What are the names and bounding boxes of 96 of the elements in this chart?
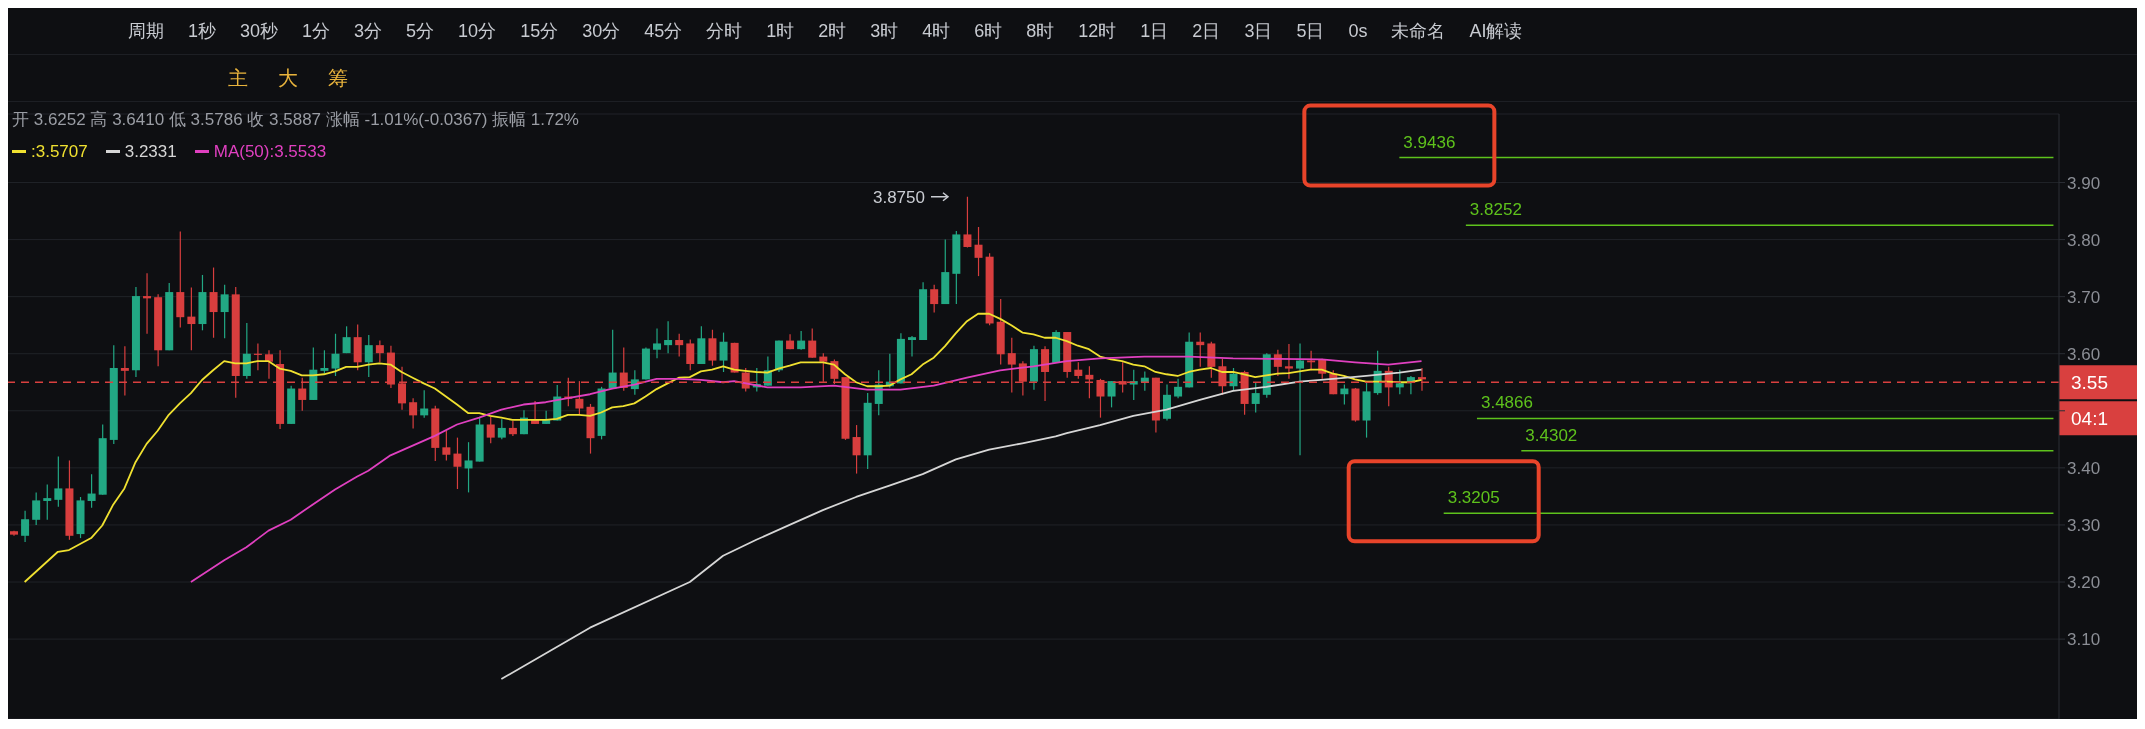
candlestick — [708, 329, 717, 367]
candlestick — [54, 455, 63, 508]
text: 筹 — [328, 65, 348, 91]
candlestick — [963, 196, 972, 249]
y-tick-label: 3.20 — [2067, 573, 2101, 593]
candlestick — [497, 418, 506, 440]
candlestick — [375, 339, 384, 363]
text: 04:1 — [2071, 408, 2108, 430]
candlestick — [675, 333, 684, 358]
text: 大 — [278, 65, 298, 91]
candlestick — [242, 322, 251, 380]
text: 2时 — [818, 20, 847, 43]
y-tick-label: 3.30 — [2067, 515, 2101, 535]
candlestick — [464, 441, 473, 494]
text: 1分 — [302, 20, 331, 43]
candlestick — [852, 424, 861, 475]
candlestick — [1296, 342, 1305, 456]
candlestick — [1129, 369, 1138, 401]
legend-label: :3.5707 — [31, 140, 88, 163]
text: 1秒 — [188, 20, 217, 43]
text: 5分 — [406, 20, 435, 43]
ref-line-label: 3.4302 — [1525, 425, 1578, 445]
candlestick — [508, 420, 517, 437]
candlestick — [320, 349, 329, 375]
candlestick — [409, 397, 418, 430]
candlestick — [797, 330, 806, 351]
candlestick — [1174, 378, 1183, 399]
text: 1时 — [766, 20, 795, 43]
y-tick-label: 3.60 — [2067, 344, 2101, 364]
candlestick — [686, 338, 695, 371]
text: 3时 — [870, 20, 899, 43]
candlestick — [442, 430, 451, 462]
candlestick — [87, 473, 96, 509]
text: 分时 — [706, 20, 743, 43]
candlestick — [453, 437, 462, 490]
y-tick-label: 3.70 — [2067, 287, 2101, 307]
candlestick — [908, 335, 917, 358]
text: 15分 — [520, 20, 559, 43]
candlestick — [1284, 343, 1293, 380]
candlestick — [974, 226, 983, 277]
y-tick-label: 3.40 — [2067, 458, 2101, 478]
ref-line-label: 3.9436 — [1403, 132, 1456, 152]
candlestick — [930, 284, 939, 314]
text: 8时 — [1026, 20, 1055, 43]
annotation: 开 3.6252 高 3.6410 低 3.5786 收 3.5887 涨幅 -1.01%(-0.0367) 振幅 1.72% — [12, 109, 579, 131]
y-tick-label: 3.90 — [2067, 173, 2101, 193]
candlestick — [187, 286, 196, 351]
line-series — [500, 368, 1423, 680]
text: 未命名 — [1391, 20, 1446, 43]
text: 2日 — [1192, 20, 1221, 43]
ref-line-label: 3.55 — [2071, 372, 2108, 394]
text: 3日 — [1244, 20, 1273, 43]
text: AI解读 — [1469, 20, 1523, 43]
text: 45分 — [644, 20, 683, 43]
y-tick-label: 3.80 — [2067, 230, 2101, 250]
candlestick — [43, 483, 52, 521]
line-series — [190, 355, 1423, 583]
candlestick — [220, 284, 229, 339]
text: 5日 — [1296, 20, 1325, 43]
candlestick — [486, 416, 495, 444]
ref-line-label: 3.4866 — [1480, 393, 1533, 413]
text: 10分 — [458, 20, 497, 43]
candlestick — [1395, 369, 1404, 395]
text: 主 — [228, 65, 248, 91]
ref-line-label: 3.3205 — [1447, 488, 1500, 508]
text: 30分 — [582, 20, 621, 43]
candlestick — [364, 334, 373, 378]
candlestick — [653, 328, 662, 359]
candlestick — [1107, 380, 1116, 408]
candlestick — [209, 266, 218, 339]
candlestick — [1251, 382, 1260, 414]
candlestick — [264, 349, 273, 380]
candlestick — [342, 325, 351, 354]
ref-line-label: 3.8252 — [1469, 200, 1522, 220]
text: 30秒 — [240, 20, 279, 43]
text: 周期 — [128, 20, 164, 43]
text: 6时 — [974, 20, 1003, 43]
candlestick — [808, 328, 817, 359]
candlestick — [664, 320, 673, 354]
legend-label: 3.2331 — [124, 140, 177, 163]
annotation: 3.8750 — [872, 187, 925, 207]
text: 1日 — [1140, 20, 1169, 43]
candlestick — [1229, 367, 1238, 392]
legend-label: MA(50):3.5533 — [213, 140, 327, 163]
text: 0s — [1348, 20, 1368, 42]
candlestick — [1007, 337, 1016, 394]
candlestick — [719, 332, 728, 373]
candlestick — [331, 333, 340, 377]
text: 4时 — [922, 20, 951, 43]
candlestick — [1162, 383, 1171, 422]
candlestick — [21, 510, 30, 543]
text: 12时 — [1078, 20, 1117, 43]
candlestick — [32, 491, 41, 526]
text: 3分 — [354, 20, 383, 43]
candlestick — [1207, 341, 1216, 379]
y-tick-label: 3.10 — [2067, 630, 2101, 650]
